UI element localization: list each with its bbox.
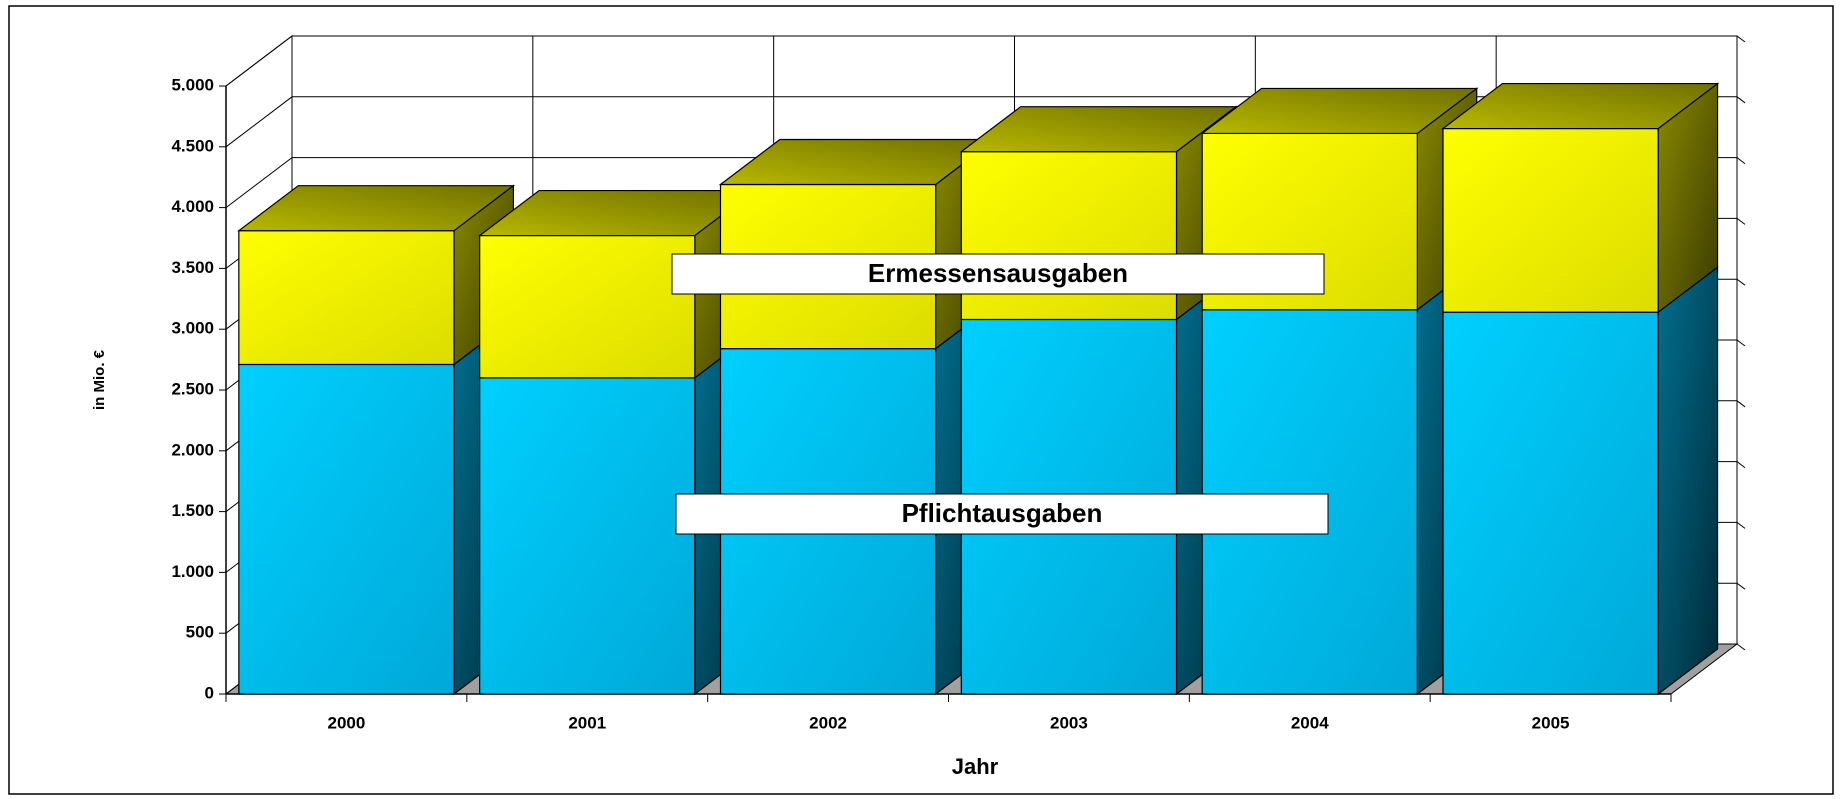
bar-top <box>237 185 516 232</box>
x-tick-label: 2003 <box>1050 713 1088 732</box>
bar <box>1442 127 1659 313</box>
y-tick-label: 1.000 <box>171 562 214 581</box>
y-tick-label: 2.000 <box>171 440 214 459</box>
y-tick-label: 500 <box>186 623 214 642</box>
bar-top <box>1441 82 1720 130</box>
y-tick-label: 1.500 <box>171 501 214 520</box>
bar <box>479 377 696 695</box>
grid-line <box>225 96 1746 148</box>
x-tick-label: 2005 <box>1532 713 1570 732</box>
y-tick-label: 3.500 <box>171 258 214 277</box>
legend-box <box>671 253 1325 295</box>
x-tick-label: 2001 <box>568 713 606 732</box>
y-tick-label: 4.500 <box>171 136 214 155</box>
y-tick-label: 2.500 <box>171 379 214 398</box>
x-axis-title: Jahr <box>952 754 999 779</box>
y-tick-label: 4.000 <box>171 197 214 216</box>
y-tick-label: 3.000 <box>171 319 214 338</box>
bar-side <box>1657 265 1719 696</box>
legend-label: Pflichtausgaben <box>902 498 1103 528</box>
y-tick-label: 5.000 <box>171 75 214 94</box>
grid-line <box>225 35 1746 87</box>
bar <box>238 363 455 695</box>
bar-top <box>959 106 1238 153</box>
y-axis-title: in Mio. € <box>91 349 108 410</box>
legend-box <box>675 493 1329 535</box>
bar <box>238 230 455 366</box>
x-tick-label: 2000 <box>328 713 366 732</box>
legend-label: Ermessensausgaben <box>868 258 1128 288</box>
bar <box>1442 311 1659 695</box>
y-tick-label: 0 <box>205 683 214 702</box>
bar-top <box>1200 87 1479 135</box>
x-tick-label: 2002 <box>809 713 847 732</box>
x-tick-label: 2004 <box>1291 713 1329 732</box>
bar <box>479 234 696 379</box>
